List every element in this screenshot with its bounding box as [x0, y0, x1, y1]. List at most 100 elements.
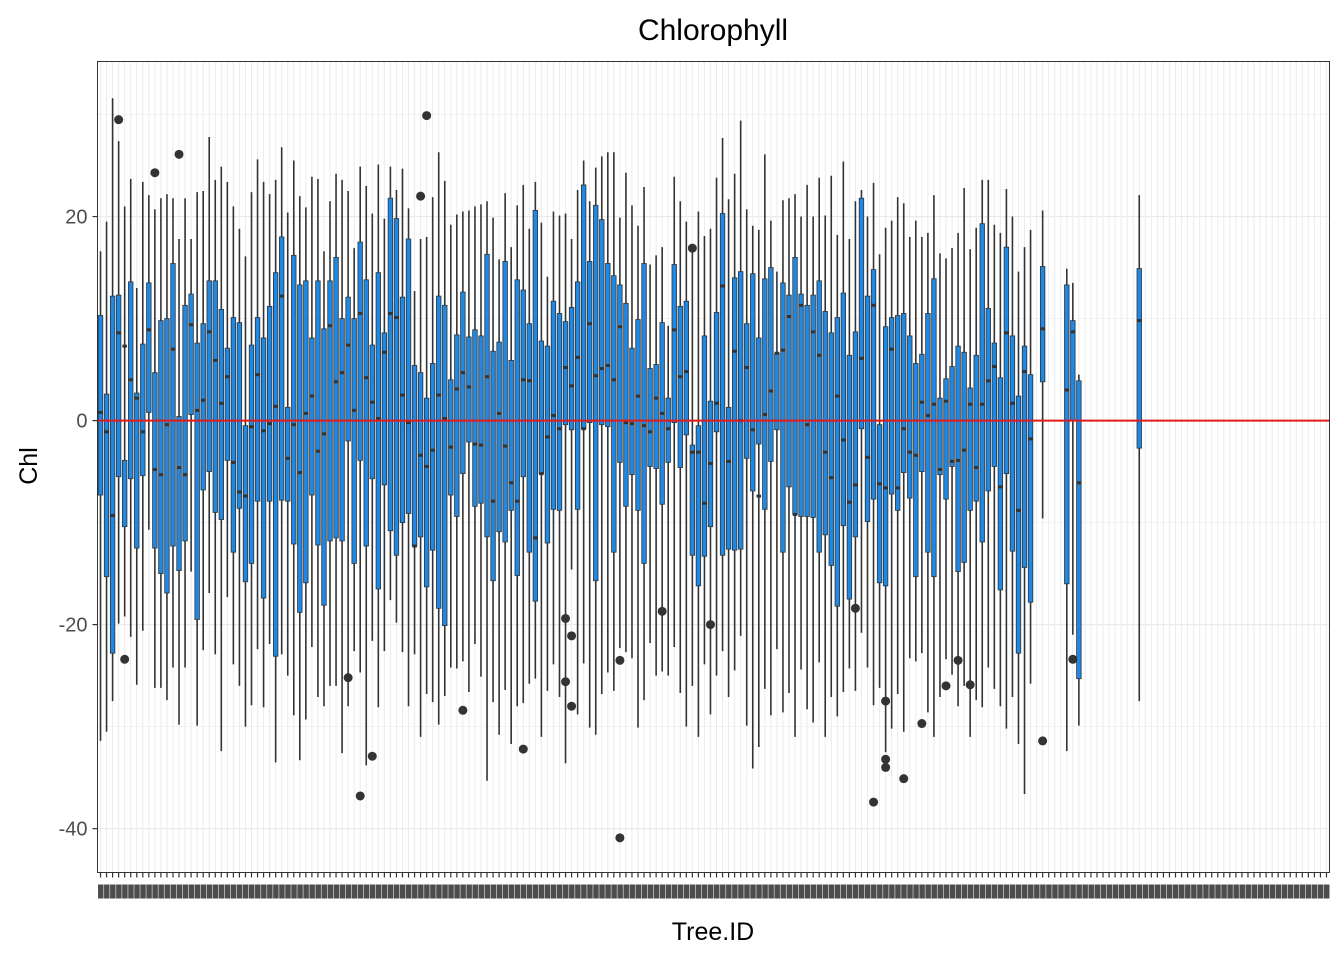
x-tick-label-cluster	[575, 884, 581, 899]
box-body	[574, 281, 581, 510]
x-tick-label-cluster	[883, 884, 889, 899]
box-body	[460, 291, 466, 475]
box-body	[266, 305, 273, 502]
x-tick-label-cluster	[973, 884, 980, 899]
box-body	[695, 425, 702, 587]
outlier-point	[114, 115, 124, 125]
box-body	[780, 282, 786, 553]
box-body	[381, 332, 388, 486]
box-body	[230, 317, 237, 553]
box-body	[913, 363, 919, 578]
x-tick-label-cluster	[913, 884, 919, 899]
box-body	[514, 279, 520, 577]
x-tick-label-cluster	[170, 884, 176, 899]
box-body	[756, 337, 762, 445]
x-tick-label-cluster	[1233, 884, 1239, 899]
x-tick-label-cluster	[454, 884, 460, 899]
x-tick-label-cluster	[387, 884, 394, 899]
x-tick-label-cluster	[840, 884, 847, 899]
x-tick-label-cluster	[351, 884, 358, 899]
x-tick-label-cluster	[1064, 884, 1070, 899]
x-tick-label-cluster	[1251, 884, 1258, 899]
plot-panel	[97, 61, 1330, 873]
box-body	[719, 213, 726, 556]
x-tick-label-cluster	[659, 884, 666, 899]
outlier-point	[965, 680, 975, 690]
y-tick-label: -40	[59, 819, 88, 841]
x-tick-label-cluster	[1299, 884, 1306, 899]
box-body	[532, 210, 539, 602]
x-tick-label-cluster	[1154, 884, 1161, 899]
x-tick-label-cluster	[979, 884, 986, 899]
box-body	[593, 204, 599, 582]
box-body	[556, 313, 563, 511]
x-tick-label-cluster	[653, 884, 660, 899]
box-body	[979, 223, 985, 543]
x-tick-label-cluster	[599, 884, 605, 899]
box-body	[242, 425, 249, 583]
x-tick-label-cluster	[1197, 884, 1203, 899]
box-body	[218, 308, 224, 520]
box-body	[339, 318, 345, 542]
x-tick-label-cluster	[164, 884, 170, 899]
box-body	[399, 296, 406, 523]
x-tick-label-cluster	[1166, 884, 1173, 899]
box-body	[876, 424, 883, 584]
box-body	[810, 294, 816, 518]
outlier-point	[567, 631, 577, 641]
x-tick-label-cluster	[152, 884, 158, 899]
x-tick-label-cluster	[810, 884, 817, 899]
box-body	[502, 261, 508, 543]
y-tick-label: -20	[59, 615, 88, 637]
x-tick-label-cluster	[206, 884, 213, 899]
box-body	[949, 366, 955, 467]
box-body	[937, 397, 943, 476]
x-tick-label-cluster	[267, 884, 273, 899]
x-tick-label-cluster	[104, 884, 110, 899]
x-tick-label-cluster	[931, 884, 937, 899]
x-tick-label-cluster	[991, 884, 998, 899]
x-tick-label-cluster	[738, 884, 744, 899]
x-tick-label-cluster	[635, 884, 642, 899]
x-tick-label-cluster	[242, 884, 249, 899]
box-body	[864, 295, 871, 522]
x-tick-label-cluster	[1160, 884, 1167, 899]
outlier-point	[953, 655, 963, 665]
box-body	[931, 278, 937, 578]
x-tick-label-cluster	[1317, 884, 1324, 899]
x-tick-label-cluster	[1311, 884, 1318, 899]
x-tick-label-cluster	[1070, 884, 1076, 899]
box-body	[164, 318, 170, 594]
plot-border	[97, 61, 1330, 873]
box-body	[351, 318, 357, 564]
outlier-point	[355, 791, 365, 801]
outlier-point	[850, 603, 860, 613]
outlier-point	[615, 833, 625, 843]
outlier-point	[561, 677, 571, 687]
box-body	[508, 359, 514, 511]
x-tick-label-cluster	[212, 884, 219, 899]
x-tick-label-cluster	[363, 884, 370, 899]
x-tick-label-cluster	[496, 884, 503, 899]
x-tick-label-cluster	[1100, 884, 1107, 899]
x-tick-label-cluster	[1209, 884, 1215, 899]
x-tick-label-cluster	[472, 884, 478, 899]
x-tick-label-cluster	[375, 884, 382, 899]
x-tick-label-cluster	[732, 884, 738, 899]
outlier-point	[899, 774, 909, 784]
box-body	[653, 364, 659, 469]
x-tick-label-cluster	[315, 884, 321, 899]
box-body	[1003, 246, 1010, 475]
box-body	[1009, 335, 1016, 552]
x-tick-label-cluster	[1142, 884, 1149, 899]
x-tick-label-cluster	[550, 884, 557, 899]
box-body	[599, 219, 605, 426]
x-tick-label-cluster	[1034, 884, 1040, 899]
y-tick-label: 20	[65, 207, 87, 229]
x-tick-label-cluster	[442, 884, 448, 899]
x-tick-label-cluster	[907, 884, 913, 899]
x-axis-ticks	[98, 872, 1330, 899]
box-body	[1027, 374, 1034, 603]
box-body	[828, 332, 834, 566]
boxes	[97, 184, 1142, 680]
